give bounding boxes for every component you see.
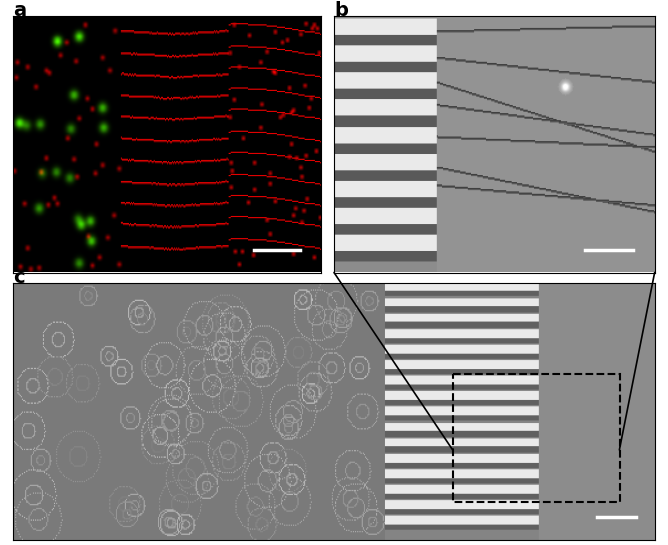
Text: b: b [334, 1, 348, 20]
Bar [453, 374, 620, 502]
Text: c: c [13, 268, 25, 287]
Text: a: a [13, 1, 27, 20]
